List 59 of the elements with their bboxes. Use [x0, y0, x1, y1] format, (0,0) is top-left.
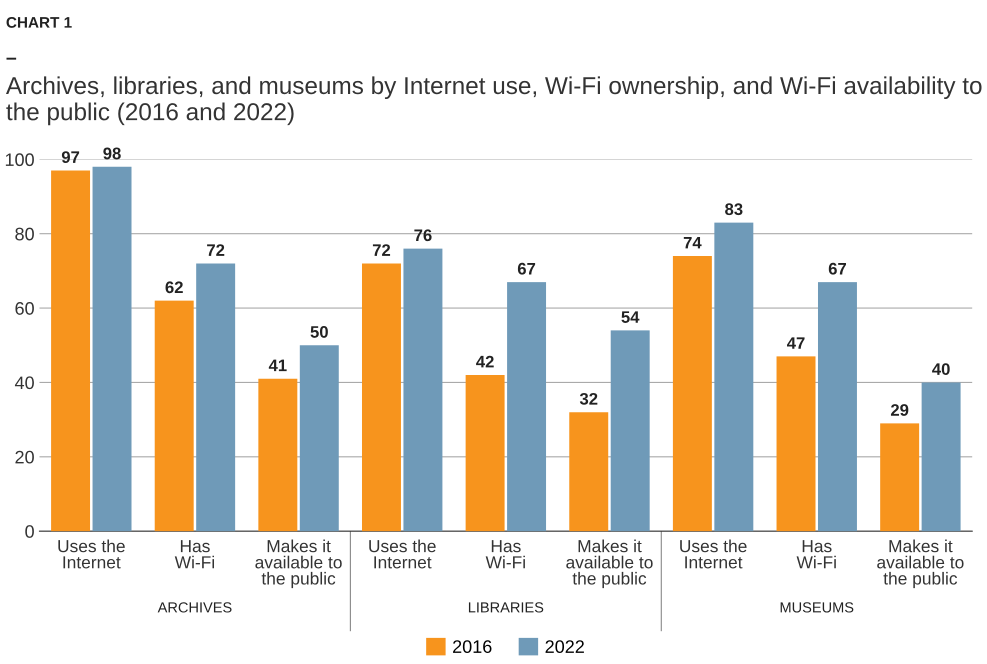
data-label: 83: [725, 203, 742, 216]
data-label: 42: [476, 356, 494, 368]
bar: [507, 282, 546, 532]
data-label: 67: [518, 262, 536, 275]
bar: [818, 282, 857, 532]
caption: CHART 1: [6, 17, 72, 28]
data-label: 72: [372, 244, 390, 256]
x-tick-label: Uses the Internet: [680, 540, 747, 568]
data-label: 62: [166, 281, 183, 294]
chart-title: Archives, libraries, and museums by Internet use, Wi-Fi ownership, and Wi-Fi availability to the public (2016 and 2022): [6, 76, 982, 126]
data-label: 97: [62, 151, 80, 164]
bar: [300, 345, 339, 532]
data-label: 98: [103, 148, 121, 160]
x-tick-label: Has Wi-Fi: [174, 540, 214, 568]
data-label: 29: [890, 404, 908, 416]
text: MUSEUMS: [780, 602, 854, 613]
bar: [880, 423, 920, 532]
data-label: 32: [580, 392, 598, 405]
text: LIBRARIES: [468, 602, 544, 613]
bar: [776, 356, 816, 532]
legend-label: 2022: [546, 640, 584, 653]
bar: [362, 263, 401, 532]
data-label: 74: [684, 236, 702, 248]
x-tick-label: Uses the Internet: [369, 540, 436, 568]
text: –: [6, 58, 16, 60]
y-tick-label: 0: [25, 525, 34, 538]
y-tick-label: 60: [15, 302, 34, 315]
bar: [466, 375, 505, 532]
bar: [51, 170, 90, 532]
y-tick-label: 20: [15, 450, 34, 464]
data-label: 67: [828, 262, 846, 275]
x-tick-label: Uses the Internet: [58, 540, 125, 568]
y-tick-label: 40: [14, 376, 34, 390]
x-tick-label: Makes it available to the public: [255, 540, 342, 588]
x-tick-label: Has Wi-Fi: [796, 540, 836, 568]
data-label: 72: [207, 244, 224, 256]
bar: [258, 378, 298, 532]
data-label: 76: [414, 229, 432, 242]
bar: [672, 256, 712, 532]
bar: [92, 166, 132, 532]
bar: [403, 248, 442, 532]
legend-label: 2016: [453, 640, 492, 653]
y-tick-label: 100: [6, 153, 34, 166]
data-label: 50: [310, 326, 328, 338]
x-tick-label: Has Wi-Fi: [486, 540, 525, 568]
x-tick-label: Makes it available to the public: [566, 540, 653, 588]
bar: [714, 222, 754, 532]
data-label: 40: [932, 363, 950, 376]
data-label: 54: [621, 311, 640, 323]
data-label: 41: [268, 360, 287, 372]
text: ARCHIVES: [158, 602, 232, 613]
bar: [154, 300, 194, 532]
bar: [569, 412, 608, 532]
bar: [922, 382, 961, 532]
bar: [196, 263, 236, 532]
data-label: 47: [787, 337, 805, 349]
bar: [610, 330, 650, 532]
y-tick-label: 80: [15, 228, 34, 240]
x-tick-label: Makes it available to the public: [877, 540, 964, 588]
